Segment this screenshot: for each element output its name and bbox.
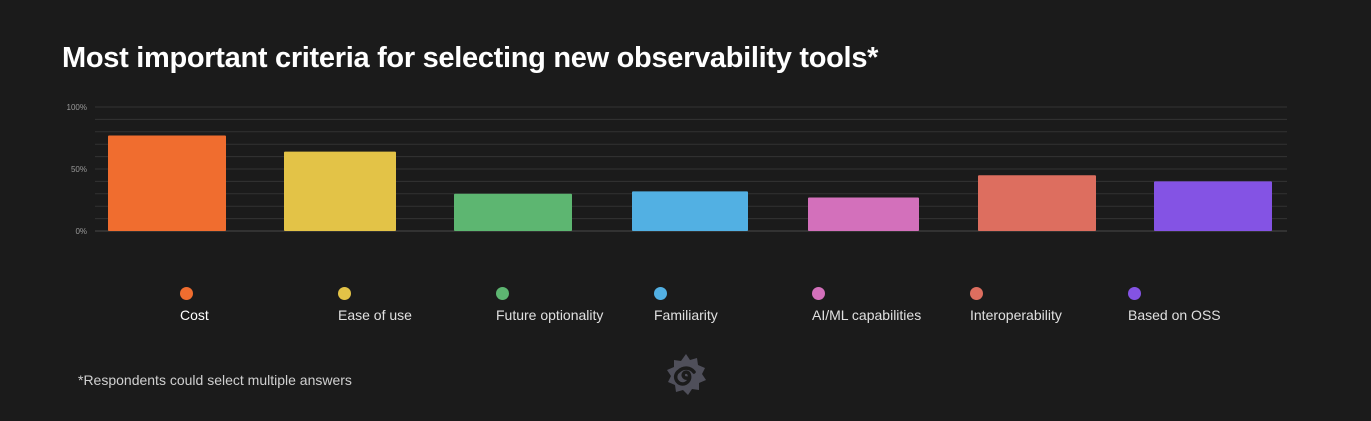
legend-swatch [812,287,825,300]
legend-swatch [496,287,509,300]
legend-label: Future optionality [496,307,604,323]
bar-ai-ml-capabilities [808,197,919,231]
bar-based-on-oss [1154,181,1272,231]
y-tick-label: 100% [67,103,87,112]
bar-interoperability [978,175,1096,231]
bar-cost [108,135,226,231]
grafana-logo-icon [667,354,706,395]
bar-ease-of-use [284,151,396,231]
legend-swatch [180,287,193,300]
legend-label: AI/ML capabilities [812,307,922,323]
y-tick-label: 50% [71,165,87,174]
legend-label: Based on OSS [1128,307,1221,323]
legend-label: Familiarity [654,307,718,323]
bar-familiarity [632,191,748,231]
y-tick-label: 0% [75,227,87,236]
legend-swatch [970,287,983,300]
legend-swatch [654,287,667,300]
bar-chart: 0% 50% 100% [67,103,1287,236]
legend-label: Cost [180,307,209,323]
bar-future-optionality [454,193,572,231]
legend-label: Interoperability [970,307,1062,323]
legend-swatch [338,287,351,300]
footnote: *Respondents could select multiple answe… [78,372,352,388]
legend-label: Ease of use [338,307,412,323]
legend-swatch [1128,287,1141,300]
chart-title: Most important criteria for selecting ne… [62,42,879,74]
